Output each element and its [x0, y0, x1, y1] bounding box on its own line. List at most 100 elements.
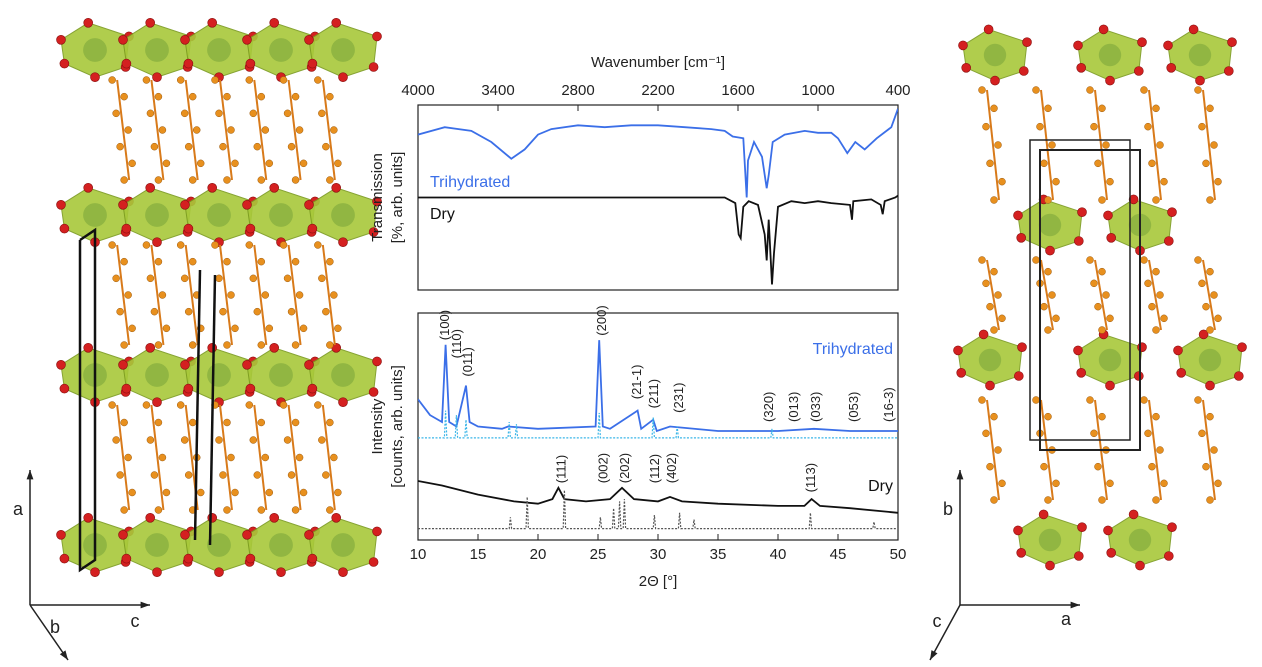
carbon	[154, 506, 163, 514]
oxygen	[183, 223, 194, 234]
oxygen	[242, 529, 252, 540]
oxygen	[207, 17, 217, 28]
carbon	[223, 506, 231, 514]
oxygen	[180, 34, 190, 45]
oxygen	[372, 356, 382, 367]
carbon	[249, 109, 258, 118]
carbon	[990, 326, 998, 334]
linker-bond	[150, 244, 165, 346]
x-axis-label: Wavenumber [cm⁻¹]	[591, 54, 725, 71]
carbon	[1160, 177, 1168, 186]
oxygen	[207, 183, 217, 193]
carbon	[1194, 256, 1202, 264]
metal-atom	[331, 38, 355, 62]
carbon	[257, 92, 266, 101]
oxygen	[958, 40, 968, 51]
oxygen	[985, 380, 995, 391]
carbon	[1094, 159, 1102, 168]
carbon	[1148, 302, 1156, 311]
carbon	[1144, 122, 1152, 131]
carbon	[245, 241, 254, 249]
peak-label: (200)	[594, 305, 609, 335]
oxygen	[372, 526, 382, 537]
metal-atom	[145, 363, 169, 387]
carbon	[1210, 446, 1218, 454]
carbon	[1152, 496, 1160, 504]
carbon	[334, 324, 342, 333]
carbon	[120, 506, 128, 514]
oxygen	[152, 237, 162, 247]
oxygen	[1128, 194, 1139, 205]
carbon	[227, 453, 235, 462]
metal-atom	[269, 533, 293, 557]
carbon	[1102, 291, 1110, 299]
carbon	[223, 176, 231, 184]
oxygen	[307, 553, 318, 564]
carbon	[1160, 479, 1168, 488]
oxygen	[331, 17, 342, 28]
oxygen	[214, 567, 224, 578]
carbon	[998, 177, 1006, 186]
carbon	[326, 176, 334, 184]
carbon	[1210, 141, 1218, 149]
metal-atom	[83, 203, 107, 227]
oxygen	[245, 553, 256, 564]
carbon	[1090, 122, 1098, 131]
carbon	[982, 429, 990, 438]
oxygen	[338, 237, 348, 247]
series-line	[418, 480, 898, 514]
x-tick-label: 25	[590, 546, 607, 563]
series-line	[418, 108, 898, 198]
carbon	[1144, 429, 1152, 438]
linker-bond	[219, 79, 233, 181]
metal-atom	[1188, 43, 1212, 67]
carbon	[314, 401, 322, 409]
carbon	[223, 341, 231, 349]
carbon	[318, 436, 326, 444]
carbon	[265, 488, 274, 497]
carbon	[253, 307, 262, 316]
oxygen	[1017, 342, 1027, 353]
series-label: Dry	[430, 206, 455, 223]
carbon	[188, 418, 197, 427]
oxygen	[121, 383, 132, 394]
oxygen	[304, 200, 314, 210]
oxygen	[1224, 66, 1234, 76]
carbon	[219, 471, 227, 479]
linker-bond	[1094, 89, 1108, 201]
carbon	[120, 92, 128, 101]
carbon	[1036, 122, 1044, 131]
carbon	[287, 471, 296, 479]
linker-bond	[1202, 259, 1216, 331]
oxygen	[59, 553, 70, 564]
arrow-head	[956, 470, 964, 480]
oxygen	[1135, 560, 1145, 571]
linker-bond	[253, 244, 268, 346]
axis-letter: c	[131, 611, 140, 631]
oxygen	[83, 512, 93, 523]
oxygen	[307, 223, 318, 234]
carbon	[1044, 326, 1052, 334]
y-axis-label: [counts, arb. units]	[389, 365, 406, 488]
oxygen	[368, 387, 379, 397]
carbon	[1098, 196, 1106, 204]
linker-bond	[1094, 259, 1108, 331]
x-tick-label: 2800	[561, 82, 594, 99]
carbon	[219, 142, 227, 151]
carbon	[116, 471, 124, 479]
oxygen	[1198, 329, 1209, 340]
metal-atom	[145, 533, 169, 557]
metal-atom	[207, 38, 231, 62]
oxygen	[1022, 37, 1032, 48]
carbon	[146, 109, 155, 118]
carbon	[231, 159, 239, 168]
carbon	[978, 396, 986, 404]
oxygen	[1103, 525, 1113, 536]
axis-arrow	[929, 604, 961, 661]
unit-cell	[193, 269, 202, 541]
carbon	[1206, 326, 1214, 334]
oxygen	[245, 383, 256, 394]
linker-bond	[1148, 89, 1162, 201]
oxygen	[183, 553, 194, 564]
x-tick-label: 3400	[481, 82, 514, 99]
